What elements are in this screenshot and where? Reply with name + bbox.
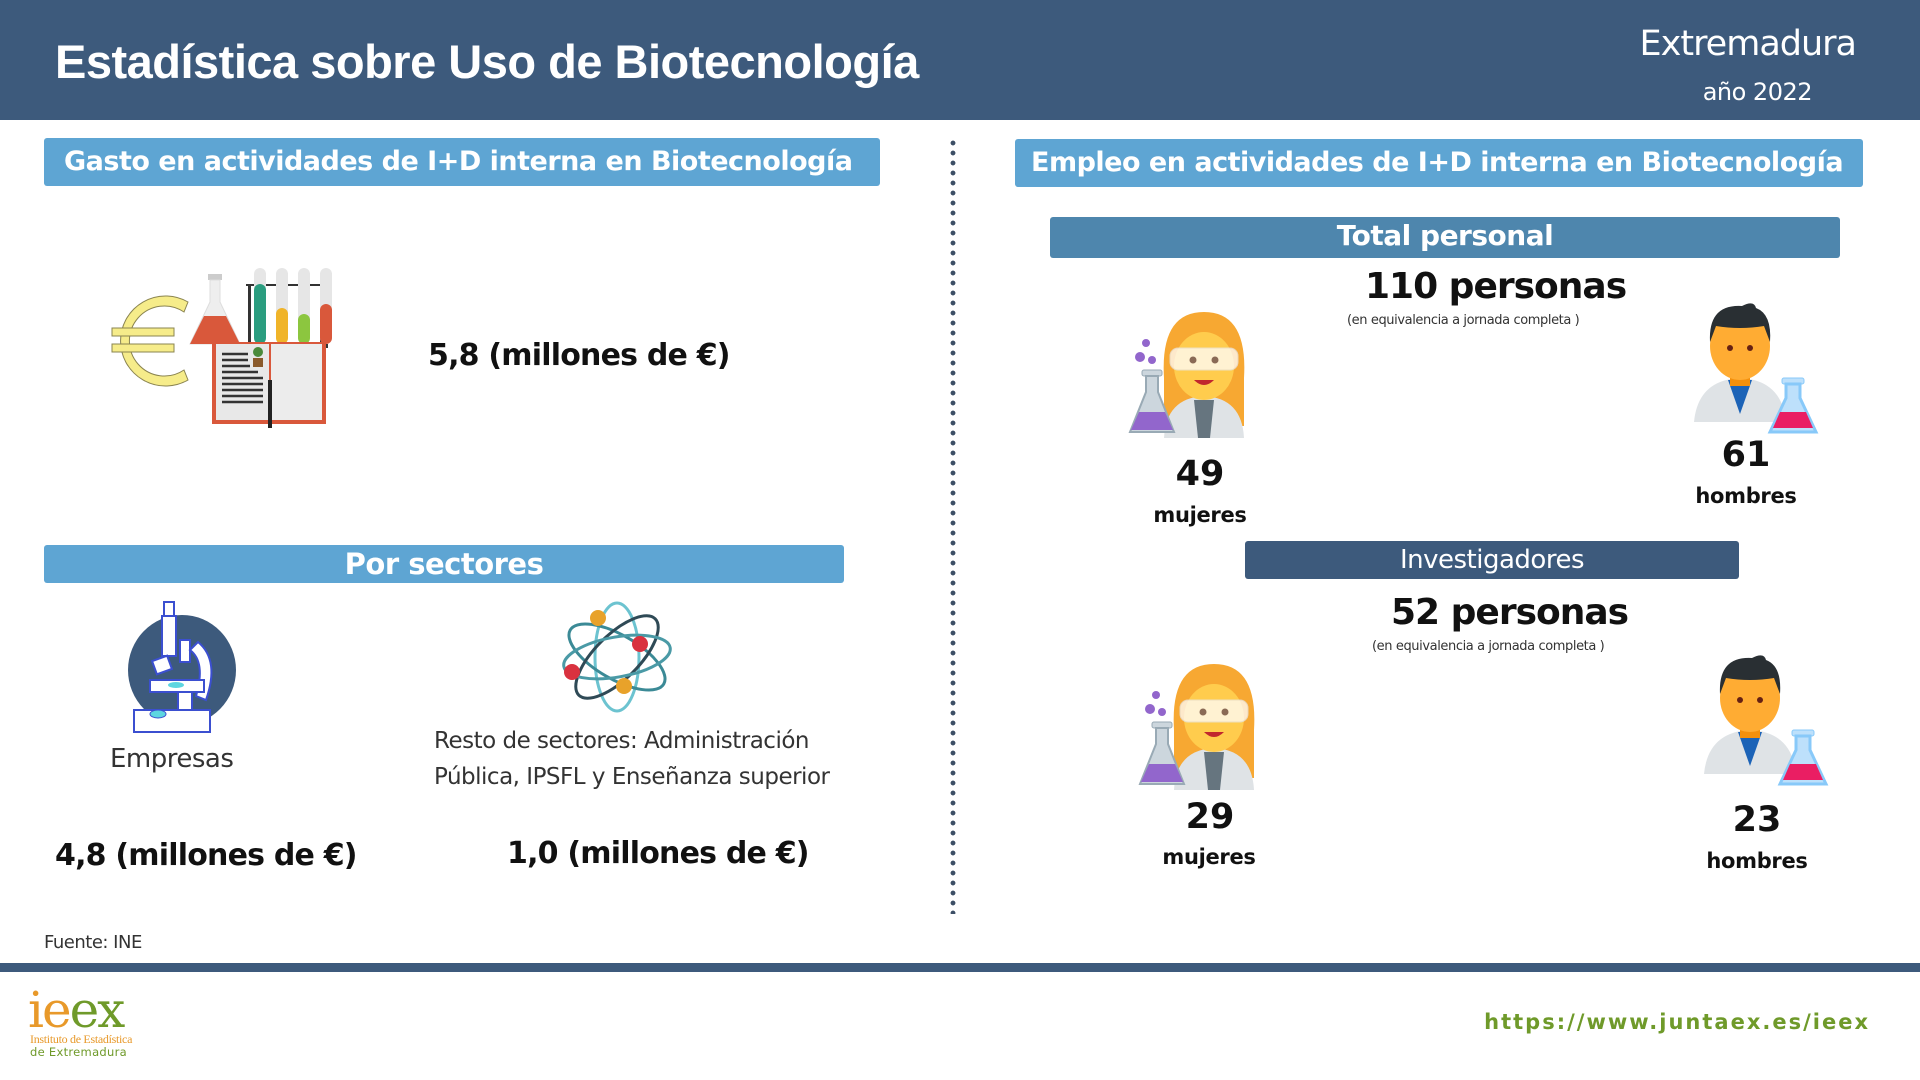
total-women-label: mujeres bbox=[1153, 503, 1247, 527]
employment-section-title: Empleo en actividades de I+D interna en … bbox=[1015, 139, 1863, 187]
total-personal-note: (en equivalencia a jornada completa ) bbox=[1347, 313, 1580, 328]
sector-value-resto: 1,0 (millones de €) bbox=[507, 836, 809, 871]
total-personal-count: 110 personas bbox=[1365, 266, 1627, 307]
source-note: Fuente: INE bbox=[44, 932, 142, 953]
website-link[interactable]: https://www.juntaex.es/ieex bbox=[1484, 1010, 1870, 1034]
euro-symbol bbox=[111, 295, 189, 387]
logo-wordmark: ieex bbox=[28, 981, 125, 1039]
flask-icon bbox=[189, 274, 241, 345]
researchers-note: (en equivalencia a jornada completa ) bbox=[1372, 639, 1605, 654]
total-men-count: 61 bbox=[1721, 435, 1771, 475]
sectors-section-title: Por sectores bbox=[44, 545, 844, 583]
spending-section-title: Gasto en actividades de I+D interna en B… bbox=[44, 138, 880, 186]
researchers-title: Investigadores bbox=[1245, 541, 1739, 579]
total-men-label: hombres bbox=[1695, 484, 1797, 508]
researchers-women-label: mujeres bbox=[1162, 845, 1256, 869]
logo-subtitle-2: de Extremadura bbox=[30, 1045, 127, 1059]
page-title: Estadística sobre Uso de Biotecnología bbox=[55, 35, 919, 88]
woman-scientist-icon bbox=[1128, 312, 1245, 438]
header-banner: Estadística sobre Uso de Biotecnología E… bbox=[0, 0, 1920, 120]
euro-lab-book-icon bbox=[111, 268, 332, 428]
woman-scientist-icon bbox=[1138, 664, 1255, 790]
logo-subtitle-1: Instituto de Estadística bbox=[30, 1032, 133, 1046]
sector-value-empresas: 4,8 (millones de €) bbox=[55, 838, 357, 873]
region-label: Extremadura bbox=[1639, 24, 1857, 64]
test-tubes-icon bbox=[246, 268, 332, 348]
man-scientist-icon bbox=[1704, 655, 1829, 786]
man-scientist-icon bbox=[1694, 303, 1819, 434]
spending-total-value: 5,8 (millones de €) bbox=[428, 338, 730, 373]
ieex-logo[interactable]: ieex Instituto de Estadística de Extrema… bbox=[28, 985, 148, 1060]
sector-label-resto-line2: Pública, IPSFL y Enseñanza superior bbox=[434, 764, 830, 790]
researchers-women-count: 29 bbox=[1185, 797, 1235, 837]
sector-label-resto-line1: Resto de sectores: Administración bbox=[434, 728, 809, 754]
section-divider bbox=[950, 138, 956, 914]
researchers-men-label: hombres bbox=[1706, 849, 1808, 873]
sector-label-empresas: Empresas bbox=[110, 744, 234, 774]
year-label: año 2022 bbox=[1702, 78, 1813, 106]
atom-icon bbox=[562, 601, 672, 713]
microscope-icon bbox=[128, 601, 236, 733]
footer-divider bbox=[0, 963, 1920, 972]
researchers-count: 52 personas bbox=[1391, 592, 1629, 633]
total-personal-title: Total personal bbox=[1050, 217, 1840, 258]
book-icon bbox=[212, 342, 326, 428]
researchers-men-count: 23 bbox=[1732, 800, 1782, 840]
total-women-count: 49 bbox=[1175, 454, 1225, 494]
